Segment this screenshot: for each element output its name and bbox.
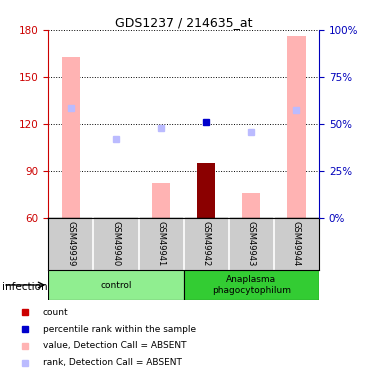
Text: Anaplasma
phagocytophilum: Anaplasma phagocytophilum bbox=[212, 275, 291, 295]
Bar bbox=[48, 270, 184, 300]
Text: rank, Detection Call = ABSENT: rank, Detection Call = ABSENT bbox=[43, 358, 182, 368]
Bar bbox=[242, 192, 260, 217]
Text: percentile rank within the sample: percentile rank within the sample bbox=[43, 324, 196, 334]
Text: GSM49944: GSM49944 bbox=[292, 221, 301, 266]
Bar bbox=[288, 36, 305, 218]
Text: value, Detection Call = ABSENT: value, Detection Call = ABSENT bbox=[43, 341, 186, 350]
Text: GSM49942: GSM49942 bbox=[202, 221, 211, 266]
Title: GDS1237 / 214635_at: GDS1237 / 214635_at bbox=[115, 16, 252, 29]
Text: control: control bbox=[100, 280, 132, 290]
Bar bbox=[62, 57, 80, 217]
Text: infection: infection bbox=[2, 282, 47, 292]
Text: GSM49940: GSM49940 bbox=[111, 221, 121, 266]
Text: GSM49943: GSM49943 bbox=[247, 221, 256, 266]
Bar bbox=[152, 183, 170, 218]
Bar bbox=[197, 163, 215, 218]
Bar bbox=[184, 270, 319, 300]
Text: GSM49941: GSM49941 bbox=[157, 221, 165, 266]
Text: count: count bbox=[43, 308, 69, 316]
Text: GSM49939: GSM49939 bbox=[66, 221, 75, 266]
